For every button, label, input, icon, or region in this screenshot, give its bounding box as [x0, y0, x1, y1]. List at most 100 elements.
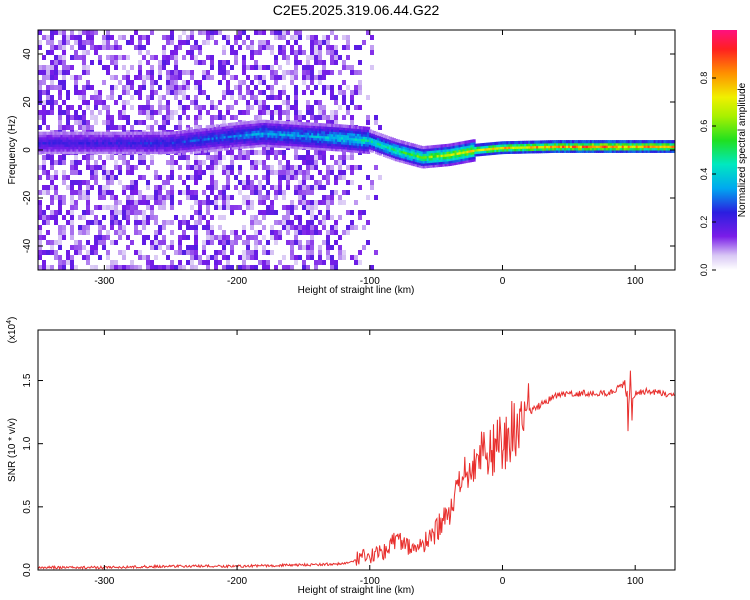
- ridge-cell: [378, 137, 383, 142]
- ridge-cell: [396, 151, 401, 155]
- ridge-cell: [450, 145, 454, 149]
- heatmap-cell: [82, 210, 86, 215]
- heatmap-cell: [182, 230, 186, 235]
- snr-frame: [37, 329, 676, 571]
- heatmap-cell: [150, 205, 154, 210]
- ridge-cell: [199, 135, 203, 139]
- heatmap-cell: [278, 95, 282, 100]
- ridge-cell: [349, 139, 353, 143]
- ridge-cell: [484, 142, 488, 146]
- ridge-cell: [86, 136, 90, 140]
- ridge-cell: [583, 149, 588, 153]
- heatmap-cell: [222, 65, 226, 70]
- ridge-cell: [420, 160, 424, 164]
- ridge-cell: [72, 143, 76, 147]
- heatmap-cell: [334, 225, 338, 230]
- heatmap-cell: [294, 150, 298, 155]
- heatmap-cell: [162, 120, 166, 125]
- ridge-cell: [165, 131, 170, 135]
- heatmap-cell: [62, 230, 66, 235]
- ridge-cell: [221, 135, 225, 139]
- heatmap-cell: [310, 65, 314, 70]
- heatmap-cell: [42, 250, 46, 255]
- ridge-cell: [161, 148, 166, 152]
- heatmap-cell: [230, 90, 234, 95]
- ridge-cell: [251, 132, 255, 136]
- heatmap-cell: [286, 205, 290, 210]
- heatmap-cell: [134, 190, 138, 195]
- heatmap-cell: [146, 115, 150, 120]
- ridge-cell: [68, 148, 72, 152]
- heatmap-cell: [258, 190, 262, 195]
- heatmap-cell: [62, 35, 66, 40]
- heatmap-cell: [358, 80, 362, 85]
- ridge-cell: [321, 142, 325, 146]
- ridge-cell: [402, 157, 406, 162]
- heatmap-cell: [310, 175, 314, 180]
- heatmap-cell: [310, 75, 314, 80]
- heatmap-cell: [342, 175, 346, 180]
- ridge-cell: [595, 144, 600, 149]
- ridge-cell: [104, 150, 108, 155]
- heatmap-cell: [298, 165, 302, 170]
- ridge-cell: [88, 150, 92, 155]
- ridge-cell: [663, 140, 667, 144]
- ridge-cell: [605, 142, 610, 146]
- ridge-cell: [552, 149, 556, 153]
- ridge-cell: [42, 146, 46, 150]
- ridge-cell: [609, 149, 613, 153]
- ridge-cell: [536, 145, 540, 149]
- ridge-cell: [617, 142, 621, 146]
- ridge-cell: [253, 132, 257, 136]
- ridge-cell: [126, 150, 130, 155]
- heatmap-cell: [58, 120, 62, 125]
- heatmap-cell: [314, 35, 318, 40]
- ridge-cell: [279, 144, 283, 148]
- ridge-cell: [366, 150, 371, 154]
- ridge-cell: [241, 123, 245, 128]
- ridge-cell: [104, 134, 108, 138]
- ridge-cell: [416, 161, 420, 165]
- heatmap-cell: [62, 70, 66, 75]
- heatmap-cell: [278, 90, 282, 95]
- ridge-cell: [410, 152, 414, 157]
- heatmap-cell: [194, 55, 198, 60]
- ridge-cell: [345, 141, 349, 145]
- ridge-cell: [219, 147, 223, 152]
- ridge-cell: [358, 133, 363, 137]
- heatmap-cell: [254, 160, 258, 165]
- ridge-cell: [267, 132, 271, 136]
- heatmap-cell: [238, 45, 242, 50]
- heatmap-cell: [114, 230, 118, 235]
- ridge-cell: [187, 146, 191, 150]
- ridge-cell: [229, 137, 233, 141]
- heatmap-cell: [126, 100, 130, 105]
- ridge-cell: [307, 129, 311, 133]
- ridge-cell: [605, 144, 610, 149]
- heatmap-cell: [166, 120, 170, 125]
- heatmap-cell: [194, 85, 198, 90]
- ridge-cell: [446, 163, 450, 167]
- ridge-cell: [434, 152, 438, 156]
- ridge-cell: [490, 147, 494, 151]
- ridge-cell: [432, 161, 436, 166]
- ridge-cell: [631, 142, 635, 146]
- heatmap-cell: [166, 100, 170, 105]
- ridge-cell: [661, 142, 665, 146]
- heatmap-cell: [330, 110, 334, 115]
- ridge-cell: [221, 126, 225, 130]
- heatmap-cell: [50, 160, 54, 165]
- ridge-cell: [615, 147, 619, 151]
- ridge-cell: [323, 130, 327, 134]
- ridge-cell: [331, 135, 335, 140]
- heatmap-cell: [266, 265, 270, 270]
- ridge-cell: [575, 144, 580, 149]
- heatmap-cell: [262, 265, 266, 270]
- heatmap-cell: [114, 215, 118, 220]
- ridge-cell: [554, 144, 558, 149]
- ridge-cell: [384, 144, 389, 149]
- ridge-cell: [619, 144, 623, 149]
- ridge-cell: [108, 141, 112, 145]
- heatmap-cell: [186, 185, 190, 190]
- heatmap-cell: [338, 85, 342, 90]
